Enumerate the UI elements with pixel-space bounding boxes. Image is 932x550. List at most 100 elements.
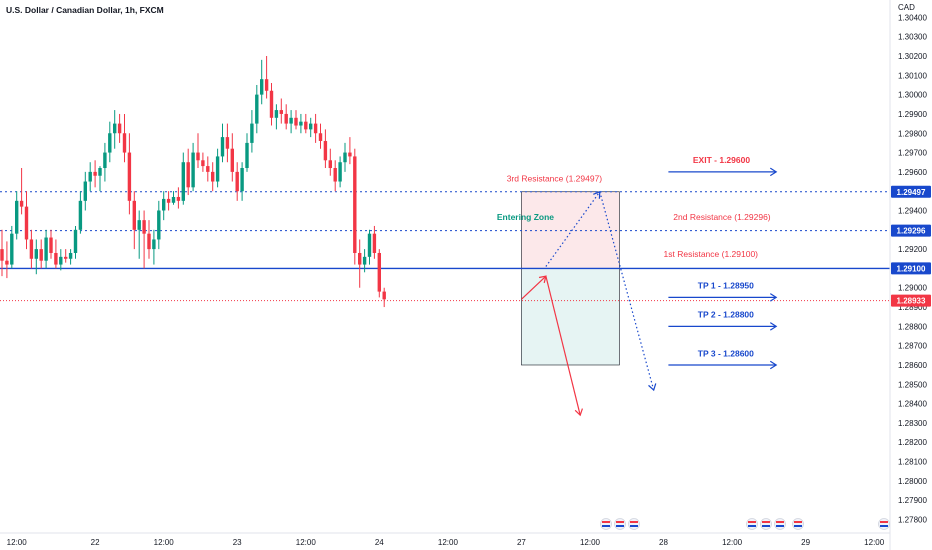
projection-line bbox=[545, 276, 581, 416]
candle-body bbox=[49, 237, 53, 253]
candle-body bbox=[191, 152, 195, 188]
candle-body bbox=[24, 206, 29, 240]
candle-body bbox=[284, 113, 288, 124]
candle-body bbox=[64, 256, 68, 259]
flag-icon bbox=[746, 518, 758, 530]
candle-body bbox=[333, 168, 337, 182]
candle-body bbox=[132, 200, 136, 230]
annotation-label: EXIT - 1.29600 bbox=[693, 155, 750, 165]
projection-layer bbox=[520, 167, 778, 417]
price-tag-label: 1.28933 bbox=[897, 297, 926, 306]
candle-body bbox=[230, 148, 234, 172]
candle-body bbox=[245, 142, 249, 169]
price-tick-label: 1.27800 bbox=[898, 515, 927, 524]
candle-body bbox=[142, 220, 146, 234]
time-tick-label: 12:00 bbox=[438, 538, 459, 547]
price-tag-label: 1.29296 bbox=[897, 227, 926, 236]
arrow-head bbox=[769, 293, 778, 302]
annotation-label: 1st Resistance (1.29100) bbox=[664, 249, 759, 259]
time-tick-label: 27 bbox=[517, 538, 526, 547]
flag-stripe bbox=[880, 521, 888, 523]
candle-body bbox=[309, 123, 313, 130]
price-tick-label: 1.29400 bbox=[898, 206, 927, 215]
price-tick-label: 1.30300 bbox=[898, 33, 927, 42]
candle-body bbox=[225, 137, 230, 149]
price-tick-label: 1.28400 bbox=[898, 400, 927, 409]
time-tick-label: 22 bbox=[91, 538, 100, 547]
price-tick-label: 1.28500 bbox=[898, 380, 927, 389]
candle-body bbox=[211, 171, 215, 182]
candle-body bbox=[93, 171, 97, 176]
economic-events-layer[interactable] bbox=[600, 518, 890, 530]
candle-body bbox=[201, 160, 205, 167]
candle-body bbox=[264, 79, 269, 91]
price-tick-label: 1.28300 bbox=[898, 419, 927, 428]
price-tag bbox=[891, 224, 931, 237]
price-tick-label: 1.28700 bbox=[898, 342, 927, 351]
price-tick-label: 1.29000 bbox=[898, 284, 927, 293]
candle-body bbox=[171, 196, 176, 203]
time-axis[interactable]: 12:00 22 12:00 23 12:00 24 12:00 27 12:00 28 12:00… bbox=[7, 538, 885, 547]
annotation-label: 2nd Resistance (1.29296) bbox=[673, 212, 771, 222]
time-tick-label: 29 bbox=[801, 538, 810, 547]
candle-body bbox=[289, 117, 293, 124]
price-tick-label: 1.28900 bbox=[898, 303, 927, 312]
arrow-head bbox=[769, 322, 778, 331]
candle-body bbox=[215, 156, 220, 182]
time-tick-label: 12:00 bbox=[154, 538, 175, 547]
candle-body bbox=[39, 249, 43, 261]
candle-body bbox=[98, 168, 102, 176]
time-tick-label: 12:00 bbox=[580, 538, 601, 547]
candle-body bbox=[367, 233, 372, 257]
projection-line bbox=[545, 191, 601, 267]
price-tick-label: 1.29800 bbox=[898, 129, 927, 138]
candle-body bbox=[196, 152, 200, 161]
candle-body bbox=[294, 117, 298, 126]
arrow-head bbox=[648, 383, 657, 392]
flag-icon bbox=[878, 518, 890, 530]
flag-stripe bbox=[602, 521, 610, 523]
candle-body bbox=[137, 220, 141, 230]
currency-label: CAD bbox=[898, 3, 915, 12]
candle-body bbox=[328, 160, 332, 169]
candle-body bbox=[162, 198, 166, 211]
candle-body bbox=[279, 110, 283, 114]
candle-body bbox=[0, 249, 4, 261]
candle-body bbox=[235, 171, 239, 192]
candles-layer bbox=[0, 56, 386, 308]
annotation-label: TP 1 - 1.28950 bbox=[698, 281, 754, 291]
arrow-head bbox=[593, 190, 601, 199]
candle-body bbox=[176, 196, 181, 201]
candle-body bbox=[260, 79, 264, 95]
price-tick-label: 1.29200 bbox=[898, 245, 927, 254]
candle-body bbox=[166, 198, 171, 203]
candle-body bbox=[313, 123, 318, 134]
time-tick-label: 24 bbox=[375, 538, 384, 547]
candle-body bbox=[157, 210, 161, 240]
candle-body bbox=[78, 200, 83, 230]
candle-body bbox=[338, 162, 342, 182]
flag-icon bbox=[614, 518, 626, 530]
flag-stripe bbox=[762, 521, 770, 523]
flag-stripe bbox=[880, 525, 888, 527]
price-tick-label: 1.28000 bbox=[898, 477, 927, 486]
flag-icon bbox=[628, 518, 640, 530]
flag-icon bbox=[600, 518, 612, 530]
flag-stripe bbox=[748, 521, 756, 523]
time-tick-label: 12:00 bbox=[864, 538, 885, 547]
candle-body bbox=[343, 152, 347, 163]
time-tick-label: 12:00 bbox=[7, 538, 28, 547]
candle-body bbox=[220, 137, 225, 157]
candle-body bbox=[206, 166, 210, 172]
flag-stripe bbox=[776, 521, 784, 523]
candle-body bbox=[372, 233, 377, 253]
candle-body bbox=[318, 133, 323, 141]
candle-body bbox=[5, 260, 9, 265]
candle-body bbox=[353, 156, 357, 253]
flag-stripe bbox=[748, 525, 756, 527]
price-tag bbox=[891, 294, 931, 307]
candle-body bbox=[147, 233, 151, 250]
candle-body bbox=[59, 256, 63, 265]
